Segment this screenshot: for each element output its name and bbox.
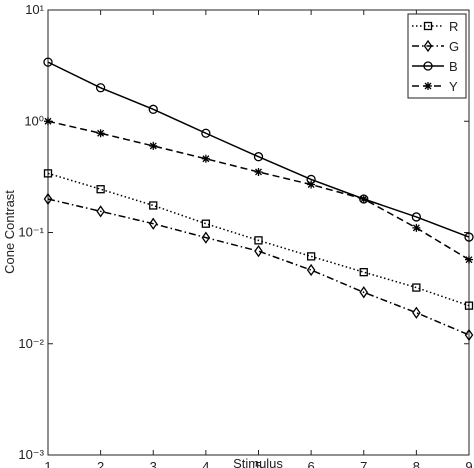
marker bbox=[254, 236, 263, 245]
y-tick-label: 10¹ bbox=[25, 2, 44, 17]
x-tick-label: 4 bbox=[202, 459, 209, 468]
marker bbox=[254, 244, 263, 258]
marker bbox=[201, 128, 211, 138]
marker bbox=[423, 21, 433, 31]
marker bbox=[423, 61, 433, 71]
marker bbox=[201, 154, 210, 163]
marker bbox=[424, 82, 432, 90]
marker bbox=[43, 192, 53, 206]
series-line bbox=[47, 172, 470, 307]
marker bbox=[464, 328, 474, 342]
marker bbox=[43, 169, 53, 178]
marker bbox=[44, 117, 52, 126]
marker bbox=[307, 180, 316, 189]
y-tick-label: 10⁻³ bbox=[18, 447, 44, 462]
marker bbox=[149, 201, 158, 210]
marker bbox=[464, 301, 474, 310]
marker bbox=[423, 39, 433, 53]
y-tick-label: 10⁻² bbox=[18, 336, 44, 351]
marker bbox=[359, 286, 369, 299]
marker bbox=[412, 223, 421, 232]
x-tick-label: 3 bbox=[150, 459, 157, 468]
x-tick-label: 1 bbox=[44, 459, 51, 468]
x-tick-label: 2 bbox=[97, 459, 104, 468]
x-tick-label: 8 bbox=[413, 459, 420, 468]
marker bbox=[148, 217, 158, 230]
x-tick-label: 9 bbox=[465, 459, 472, 468]
marker bbox=[306, 263, 316, 277]
series-line bbox=[47, 198, 470, 336]
marker bbox=[412, 283, 421, 292]
marker bbox=[306, 252, 316, 261]
marker bbox=[148, 104, 158, 114]
marker bbox=[201, 231, 211, 244]
plot-frame bbox=[47, 9, 470, 456]
marker bbox=[411, 212, 422, 222]
legend-label: G bbox=[449, 39, 459, 54]
marker bbox=[149, 141, 158, 150]
y-tick-label: 10⁻¹ bbox=[18, 225, 44, 240]
series-line bbox=[47, 120, 470, 261]
y-axis-label: Cone Contrast bbox=[2, 190, 17, 274]
legend-label: B bbox=[449, 59, 458, 74]
marker bbox=[95, 83, 106, 93]
x-tick-label: 7 bbox=[360, 459, 367, 468]
y-tick-label: 10⁰ bbox=[24, 113, 44, 128]
x-tick-label: 5 bbox=[255, 459, 262, 468]
x-tick-label: 6 bbox=[308, 459, 315, 468]
marker bbox=[465, 255, 473, 264]
legend-box bbox=[407, 13, 467, 99]
marker bbox=[359, 195, 368, 204]
marker bbox=[96, 185, 105, 194]
marker bbox=[359, 268, 368, 277]
series-line bbox=[47, 61, 470, 238]
legend-label: Y bbox=[449, 79, 458, 94]
marker bbox=[412, 306, 421, 319]
marker bbox=[464, 232, 474, 242]
legend-label: R bbox=[449, 19, 458, 34]
marker bbox=[253, 152, 264, 162]
marker bbox=[43, 57, 53, 67]
marker bbox=[254, 167, 263, 176]
marker bbox=[96, 205, 105, 218]
marker bbox=[96, 129, 105, 138]
x-axis-label: Stimulus bbox=[233, 456, 283, 468]
marker bbox=[201, 219, 211, 228]
